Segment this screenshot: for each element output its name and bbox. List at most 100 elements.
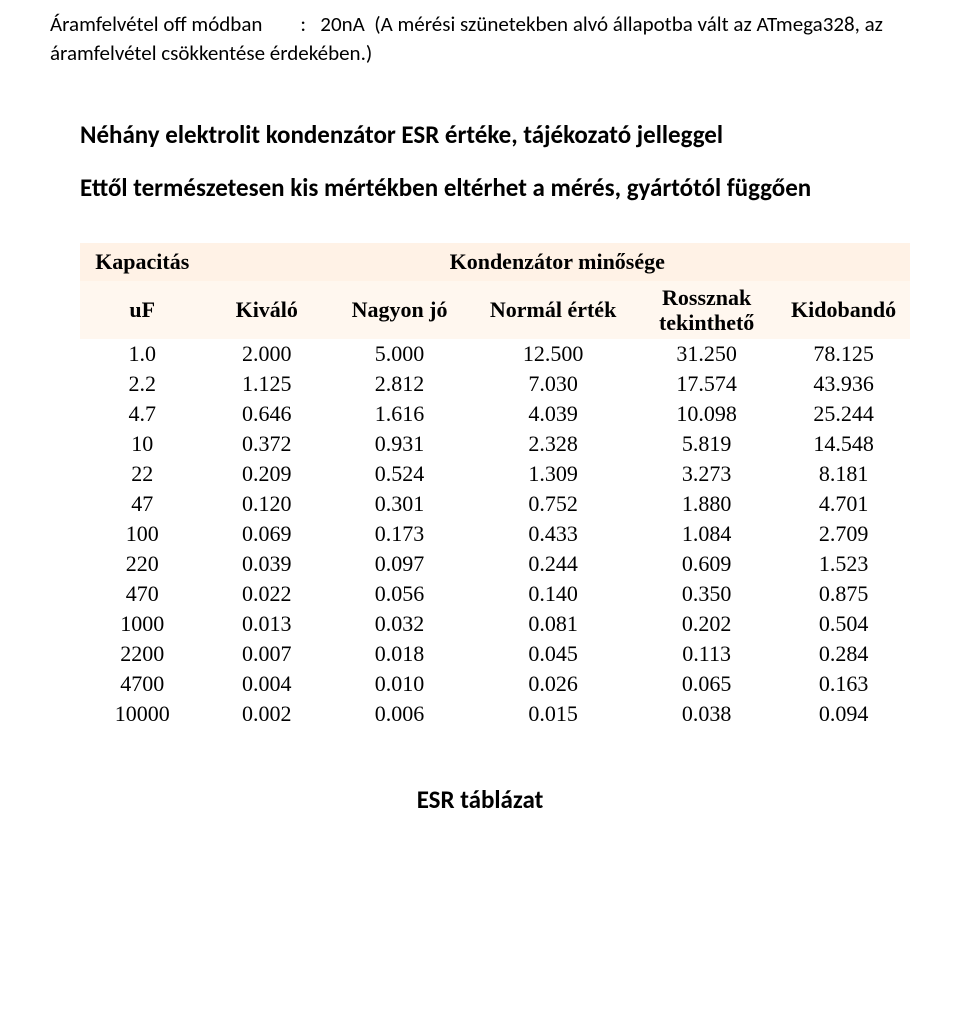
table-cell: 0.140	[470, 579, 636, 609]
table-cell: 0.013	[205, 609, 330, 639]
table-cell: 10.098	[636, 399, 777, 429]
intro-paragraph: Áramfelvétel off módban : 20nA (A mérési…	[50, 10, 910, 69]
table-cell: 0.875	[777, 579, 910, 609]
table-row: 220.2090.5241.3093.2738.181	[80, 459, 910, 489]
table-row: 10000.0130.0320.0810.2020.504	[80, 609, 910, 639]
col-kidobando: Kidobandó	[777, 281, 910, 340]
table-cell: 4.039	[470, 399, 636, 429]
table-cell: 7.030	[470, 369, 636, 399]
table-cell: 0.524	[329, 459, 470, 489]
intro-left-text: Áramfelvétel off módban	[50, 11, 262, 37]
table-cell: 78.125	[777, 339, 910, 369]
table-cell: 0.010	[329, 669, 470, 699]
table-cell: 1.125	[205, 369, 330, 399]
table-cell: 8.181	[777, 459, 910, 489]
table-cell: 0.065	[636, 669, 777, 699]
table-cell: 0.931	[329, 429, 470, 459]
section-subheading: Ettől természetesen kis mértékben eltérh…	[80, 172, 910, 203]
table-cell: 1.880	[636, 489, 777, 519]
table-row: 470.1200.3010.7521.8804.701	[80, 489, 910, 519]
table-cell: 4700	[80, 669, 205, 699]
table-cell: 0.081	[470, 609, 636, 639]
table-cell: 470	[80, 579, 205, 609]
table-header-sub: uF Kiváló Nagyon jó Normál érték Rosszna…	[80, 281, 910, 340]
table-cell: 0.097	[329, 549, 470, 579]
table-cell: 3.273	[636, 459, 777, 489]
table-cell: 1.0	[80, 339, 205, 369]
table-cell: 0.163	[777, 669, 910, 699]
table-cell: 2.709	[777, 519, 910, 549]
table-cell: 10000	[80, 699, 205, 729]
col-rossznak-l1: Rossznak	[662, 285, 751, 310]
table-row: 2200.0390.0970.2440.6091.523	[80, 549, 910, 579]
intro-text-line2: áramfelvétel csökkentése érdekében.)	[50, 39, 910, 68]
table-cell: 0.609	[636, 549, 777, 579]
table-cell: 0.202	[636, 609, 777, 639]
table-cell: 0.504	[777, 609, 910, 639]
table-row: 2.21.1252.8127.03017.57443.936	[80, 369, 910, 399]
table-cell: 1.309	[470, 459, 636, 489]
table-cell: 0.372	[205, 429, 330, 459]
table-cell: 0.007	[205, 639, 330, 669]
esr-table: Kapacitás Kondenzátor minősége uF Kiváló…	[80, 243, 910, 730]
table-cell: 0.032	[329, 609, 470, 639]
table-cell: 2.2	[80, 369, 205, 399]
table-cell: 1.616	[329, 399, 470, 429]
intro-sep: :	[300, 11, 306, 37]
table-cell: 22	[80, 459, 205, 489]
table-cell: 0.039	[205, 549, 330, 579]
table-cell: 0.004	[205, 669, 330, 699]
col-normal: Normál érték	[470, 281, 636, 340]
table-cell: 1000	[80, 609, 205, 639]
table-cell: 0.113	[636, 639, 777, 669]
table-cell: 0.018	[329, 639, 470, 669]
table-cell: 0.350	[636, 579, 777, 609]
table-cell: 2.000	[205, 339, 330, 369]
table-cell: 100	[80, 519, 205, 549]
table-cell: 14.548	[777, 429, 910, 459]
table-cell: 2.328	[470, 429, 636, 459]
table-cell: 47	[80, 489, 205, 519]
table-row: 100000.0020.0060.0150.0380.094	[80, 699, 910, 729]
col-uf: uF	[80, 281, 205, 340]
col-kivalo: Kiváló	[205, 281, 330, 340]
intro-text-line1: Áramfelvétel off módban : 20nA (A mérési…	[50, 10, 910, 39]
table-row: 100.3720.9312.3285.81914.548	[80, 429, 910, 459]
table-cell: 5.000	[329, 339, 470, 369]
table-cell: 0.301	[329, 489, 470, 519]
table-cell: 0.209	[205, 459, 330, 489]
table-row: 4700.0220.0560.1400.3500.875	[80, 579, 910, 609]
intro-left: Áramfelvétel off módban : 20nA (A mérési…	[50, 10, 883, 39]
col-rossznak: Rossznaktekinthető	[636, 281, 777, 340]
col-capacity-header: Kapacitás	[80, 243, 205, 281]
table-cell: 0.026	[470, 669, 636, 699]
table-cell: 4.701	[777, 489, 910, 519]
document-page: Áramfelvétel off módban : 20nA (A mérési…	[0, 0, 960, 845]
table-cell: 1.523	[777, 549, 910, 579]
table-cell: 0.120	[205, 489, 330, 519]
table-cell: 4.7	[80, 399, 205, 429]
table-cell: 0.646	[205, 399, 330, 429]
table-cell: 2200	[80, 639, 205, 669]
section-heading: Néhány elektrolit kondenzátor ESR értéke…	[80, 119, 910, 150]
table-cell: 43.936	[777, 369, 910, 399]
table-cell: 2.812	[329, 369, 470, 399]
table-cell: 0.069	[205, 519, 330, 549]
table-cell: 25.244	[777, 399, 910, 429]
table-row: 4.70.6461.6164.03910.09825.244	[80, 399, 910, 429]
table-cell: 0.045	[470, 639, 636, 669]
table-cell: 12.500	[470, 339, 636, 369]
table-cell: 0.752	[470, 489, 636, 519]
intro-right-text: 20nA (A mérési szünetekben alvó állapotb…	[320, 11, 883, 37]
col-quality-header: Kondenzátor minősége	[205, 243, 911, 281]
table-cell: 10	[80, 429, 205, 459]
table-body: 1.02.0005.00012.50031.25078.1252.21.1252…	[80, 339, 910, 729]
table-cell: 0.284	[777, 639, 910, 669]
table-cell: 0.006	[329, 699, 470, 729]
table-row: 22000.0070.0180.0450.1130.284	[80, 639, 910, 669]
table-row: 47000.0040.0100.0260.0650.163	[80, 669, 910, 699]
content-block: Néhány elektrolit kondenzátor ESR értéke…	[50, 119, 910, 730]
table-cell: 0.038	[636, 699, 777, 729]
table-cell: 0.094	[777, 699, 910, 729]
col-rossznak-l2: tekinthető	[659, 310, 754, 335]
